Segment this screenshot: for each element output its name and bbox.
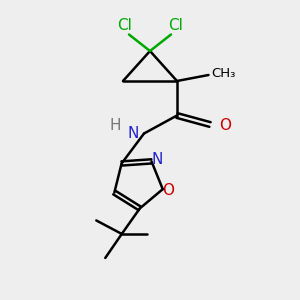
- Text: N: N: [128, 126, 139, 141]
- Text: N: N: [151, 152, 163, 167]
- Text: O: O: [162, 183, 174, 198]
- Text: CH₃: CH₃: [212, 67, 236, 80]
- Text: H: H: [110, 118, 121, 134]
- Text: Cl: Cl: [168, 18, 183, 33]
- Text: Cl: Cl: [117, 18, 132, 33]
- Text: O: O: [219, 118, 231, 133]
